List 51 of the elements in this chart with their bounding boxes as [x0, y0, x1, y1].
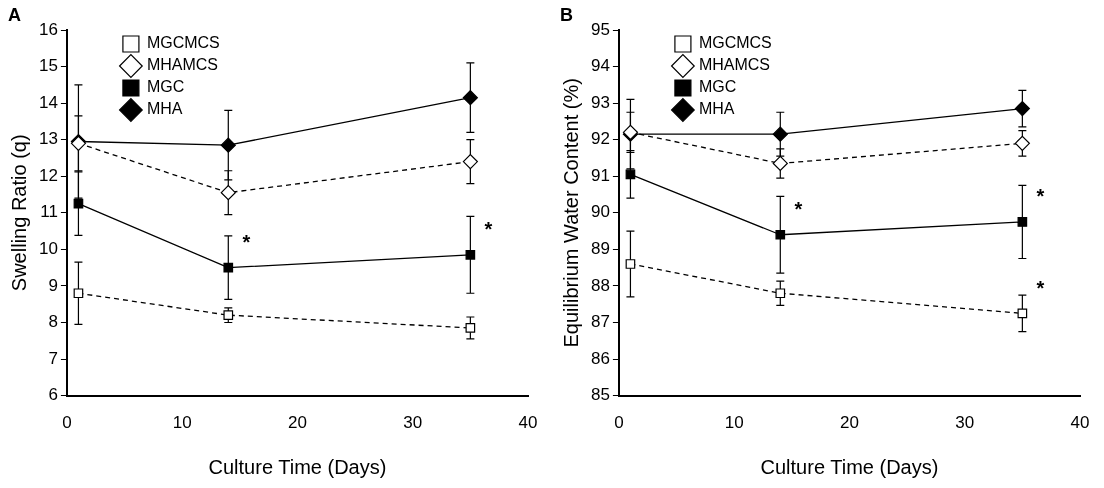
y-tick-label: 15: [38, 56, 58, 76]
data-label: *: [242, 231, 251, 254]
y-tick-label: 95: [590, 19, 610, 39]
legend-label: MGCMCS: [146, 34, 220, 52]
y-tick-label: 6: [48, 385, 58, 405]
y-tick-label: 91: [590, 165, 610, 185]
x-tick-label: 40: [518, 413, 538, 433]
x-tick-label: 40: [1070, 413, 1090, 433]
chart-title: A: [8, 4, 21, 25]
x-tick-label: 10: [724, 413, 744, 433]
y-tick-label: 90: [590, 202, 610, 222]
y-tick-label: 7: [48, 348, 58, 368]
data-label: *: [794, 198, 803, 221]
x-axis-title: Culture Time (Days): [208, 455, 387, 478]
y-tick-label: 9: [48, 275, 58, 295]
legend-label: MGC: [698, 78, 737, 96]
y-axis-title: Equilibrium Water Content (%): [559, 78, 582, 348]
legend-label: MHA: [698, 100, 735, 118]
y-tick-label: 14: [38, 92, 58, 112]
chart-title: B: [560, 4, 573, 25]
y-tick-label: 85: [590, 385, 610, 405]
y-tick-label: 10: [38, 239, 58, 259]
y-tick-label: 8: [48, 312, 58, 332]
x-axis-title: Culture Time (Days): [760, 455, 939, 478]
legend-label: MHAMCS: [698, 56, 771, 74]
x-tick-label: 30: [403, 413, 423, 433]
y-tick-label: 13: [38, 129, 58, 149]
legend-label: MHA: [146, 100, 183, 118]
y-tick-label: 12: [38, 165, 58, 185]
data-label: *: [1036, 185, 1045, 208]
x-tick-label: 10: [172, 413, 192, 433]
x-tick-label: 20: [287, 413, 307, 433]
legend-label: MGC: [146, 78, 185, 96]
y-tick-label: 94: [590, 56, 610, 76]
y-tick-label: 89: [590, 239, 610, 259]
legend-label: MHAMCS: [146, 56, 219, 74]
y-tick-label: 93: [590, 92, 610, 112]
x-tick-label: 30: [955, 413, 975, 433]
y-axis-title: Swelling Ratio (q): [7, 134, 30, 292]
y-tick-label: 87: [590, 312, 610, 332]
x-tick-label: 0: [614, 413, 624, 433]
y-tick-label: 16: [38, 19, 58, 39]
y-tick-label: 86: [590, 348, 610, 368]
y-tick-label: 11: [40, 202, 58, 222]
x-tick-label: 0: [62, 413, 72, 433]
y-tick-label: 92: [590, 129, 610, 149]
data-label: *: [484, 218, 493, 241]
data-label: *: [1036, 276, 1045, 299]
x-tick-label: 20: [839, 413, 859, 433]
legend-label: MGCMCS: [698, 34, 772, 52]
y-tick-label: 88: [590, 275, 610, 295]
